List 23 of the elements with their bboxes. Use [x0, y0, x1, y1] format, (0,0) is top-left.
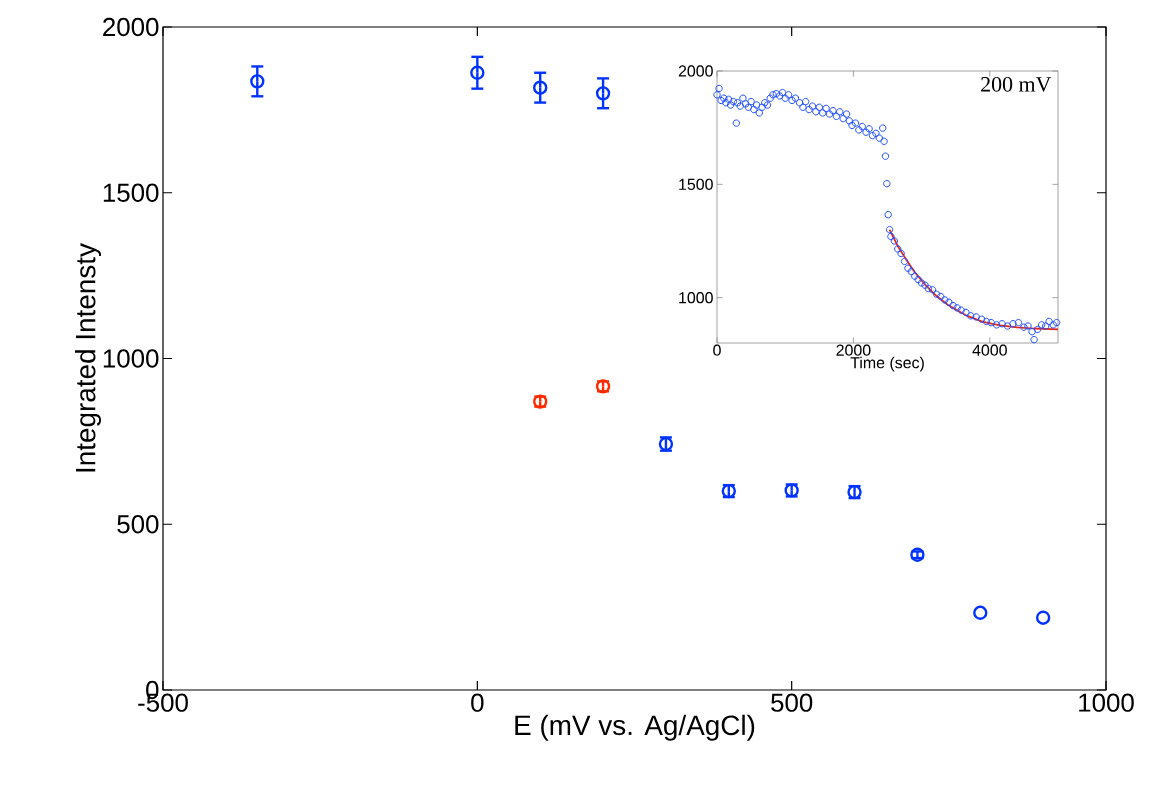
x-tick-label: 2000: [836, 344, 871, 356]
point: [973, 605, 988, 620]
y-tick-label: 2000: [678, 65, 713, 77]
x-tick-label: 4000: [972, 344, 1007, 356]
line-series: [888, 228, 1059, 331]
y-axis-title: Integrated Intensty: [75, 243, 102, 472]
x-tick-label: 500: [771, 693, 813, 712]
x-tick-label: 0: [471, 693, 484, 712]
point: [533, 80, 548, 95]
point: [595, 86, 611, 101]
y-tick-label: 1500: [679, 178, 713, 190]
y-tick-label: 1000: [679, 292, 713, 304]
y-tick-label: 1500: [103, 183, 159, 202]
x-tick-label: 1000: [1079, 693, 1134, 712]
x-tick-label: 0: [713, 344, 721, 356]
x-axis-title: Time (sec): [850, 356, 924, 372]
point: [470, 65, 485, 80]
annotation: 200 mV: [981, 76, 1052, 92]
point: [1035, 610, 1051, 625]
y-tick-label: 2000: [103, 17, 159, 37]
x-axis-title: E (mV vs. Ag/AgCl): [515, 714, 755, 741]
point: [250, 74, 265, 89]
y-tick-label: 500: [117, 515, 159, 534]
